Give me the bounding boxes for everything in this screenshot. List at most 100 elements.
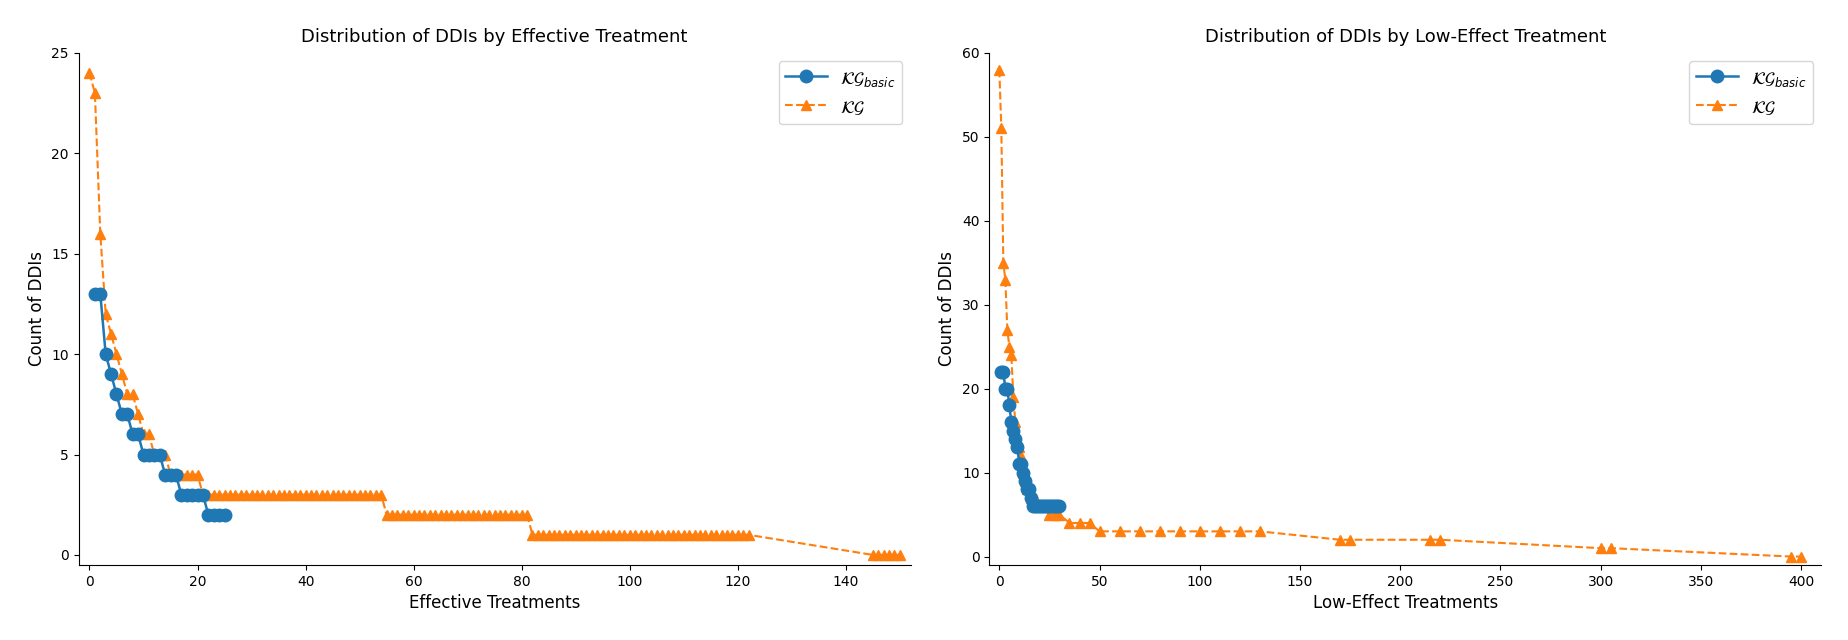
$\mathcal{KG}$ bbox=[440, 511, 462, 518]
Legend: $\mathcal{KG}_{basic}$, $\mathcal{KG}$: $\mathcal{KG}_{basic}$, $\mathcal{KG}$ bbox=[778, 61, 902, 124]
$\mathcal{KG}$ bbox=[1599, 544, 1621, 552]
$\mathcal{KG}_{basic}$ bbox=[1009, 460, 1031, 468]
$\mathcal{KG}$ bbox=[1127, 527, 1149, 535]
$\mathcal{KG}$ bbox=[998, 343, 1020, 351]
$\mathcal{KG}$ bbox=[992, 259, 1015, 267]
$\mathcal{KG}$ bbox=[684, 531, 706, 539]
$\mathcal{KG}$ bbox=[1077, 519, 1100, 527]
$\mathcal{KG}_{basic}$ bbox=[1005, 444, 1027, 451]
$\mathcal{KG}_{basic}$ bbox=[203, 511, 225, 518]
$\mathcal{KG}$ bbox=[1015, 477, 1037, 485]
$\mathcal{KG}_{basic}$ bbox=[133, 451, 155, 458]
$\mathcal{KG}_{basic}$ bbox=[153, 471, 176, 479]
$\mathcal{KG}$ bbox=[1168, 527, 1190, 535]
$\mathcal{KG}_{basic}$ bbox=[209, 511, 231, 518]
$\mathcal{KG}$ bbox=[1780, 553, 1802, 561]
$\mathcal{KG}_{basic}$ bbox=[1031, 502, 1053, 510]
$\mathcal{KG}$ bbox=[1007, 444, 1029, 451]
$\mathcal{KG}_{basic}$ bbox=[1002, 427, 1024, 435]
Line: $\mathcal{KG}$: $\mathcal{KG}$ bbox=[994, 65, 1805, 561]
$\mathcal{KG}_{basic}$ bbox=[996, 385, 1018, 392]
$\mathcal{KG}$ bbox=[1024, 494, 1046, 502]
$\mathcal{KG}_{basic}$ bbox=[991, 368, 1013, 376]
$\mathcal{KG}_{basic}$ bbox=[1033, 502, 1055, 510]
Line: $\mathcal{KG}$: $\mathcal{KG}$ bbox=[85, 68, 904, 560]
$\mathcal{KG}_{basic}$ bbox=[139, 451, 161, 458]
X-axis label: Effective Treatments: Effective Treatments bbox=[408, 594, 580, 612]
$\mathcal{KG}_{basic}$ bbox=[1007, 460, 1029, 468]
$\mathcal{KG}_{basic}$ bbox=[128, 431, 150, 438]
$\mathcal{KG}$ bbox=[1247, 527, 1270, 535]
$\mathcal{KG}$ bbox=[1044, 511, 1066, 518]
$\mathcal{KG}_{basic}$ bbox=[1024, 502, 1046, 510]
$\mathcal{KG}_{basic}$ bbox=[111, 410, 133, 418]
$\mathcal{KG}_{basic}$ bbox=[1016, 486, 1039, 493]
$\mathcal{KG}$ bbox=[987, 66, 1009, 74]
$\mathcal{KG}$ bbox=[1011, 468, 1033, 476]
$\mathcal{KG}_{basic}$ bbox=[1040, 502, 1063, 510]
$\mathcal{KG}$ bbox=[991, 125, 1013, 132]
$\mathcal{KG}_{basic}$ bbox=[1026, 502, 1048, 510]
$\mathcal{KG}$ bbox=[1020, 494, 1042, 502]
$\mathcal{KG}$ bbox=[889, 551, 911, 559]
Legend: $\mathcal{KG}_{basic}$, $\mathcal{KG}$: $\mathcal{KG}_{basic}$, $\mathcal{KG}$ bbox=[1689, 61, 1811, 124]
$\mathcal{KG}_{basic}$ bbox=[105, 390, 128, 398]
$\mathcal{KG}_{basic}$ bbox=[1015, 477, 1037, 485]
$\mathcal{KG}$ bbox=[1419, 536, 1441, 543]
$\mathcal{KG}_{basic}$ bbox=[1003, 435, 1026, 443]
$\mathcal{KG}_{basic}$ bbox=[1046, 502, 1068, 510]
$\mathcal{KG}_{basic}$ bbox=[116, 410, 139, 418]
$\mathcal{KG}_{basic}$ bbox=[148, 451, 170, 458]
$\mathcal{KG}_{basic}$ bbox=[187, 491, 209, 499]
$\mathcal{KG}_{basic}$ bbox=[1048, 502, 1070, 510]
$\mathcal{KG}_{basic}$ bbox=[994, 385, 1016, 392]
$\mathcal{KG}$ bbox=[1031, 502, 1053, 510]
$\mathcal{KG}_{basic}$ bbox=[998, 402, 1020, 410]
$\mathcal{KG}$ bbox=[1229, 527, 1251, 535]
Line: $\mathcal{KG}_{basic}$: $\mathcal{KG}_{basic}$ bbox=[89, 287, 231, 521]
$\mathcal{KG}_{basic}$ bbox=[164, 471, 187, 479]
$\mathcal{KG}$ bbox=[1009, 452, 1031, 460]
$\mathcal{KG}_{basic}$ bbox=[1000, 419, 1022, 426]
$\mathcal{KG}_{basic}$ bbox=[142, 451, 164, 458]
$\mathcal{KG}_{basic}$ bbox=[1035, 502, 1057, 510]
$\mathcal{KG}_{basic}$ bbox=[1027, 502, 1050, 510]
$\mathcal{KG}_{basic}$ bbox=[192, 491, 214, 499]
$\mathcal{KG}$ bbox=[1068, 519, 1090, 527]
$\mathcal{KG}_{basic}$ bbox=[170, 491, 192, 499]
$\mathcal{KG}$ bbox=[1005, 435, 1027, 443]
$\mathcal{KG}$ bbox=[1209, 527, 1231, 535]
$\mathcal{KG}$ bbox=[1022, 494, 1044, 502]
Y-axis label: Count of DDIs: Count of DDIs bbox=[28, 252, 46, 367]
$\mathcal{KG}_{basic}$ bbox=[198, 511, 220, 518]
$\mathcal{KG}_{basic}$ bbox=[1039, 502, 1061, 510]
$\mathcal{KG}$ bbox=[1039, 511, 1061, 518]
$\mathcal{KG}$ bbox=[1789, 553, 1811, 561]
$\mathcal{KG}_{basic}$ bbox=[100, 371, 122, 378]
$\mathcal{KG}$ bbox=[1026, 502, 1048, 510]
$\mathcal{KG}$ bbox=[1048, 511, 1070, 518]
$\mathcal{KG}_{basic}$ bbox=[1022, 502, 1044, 510]
$\mathcal{KG}$ bbox=[994, 276, 1016, 284]
$\mathcal{KG}_{basic}$ bbox=[1042, 502, 1064, 510]
$\mathcal{KG}$ bbox=[1338, 536, 1360, 543]
$\mathcal{KG}$ bbox=[1109, 527, 1131, 535]
$\mathcal{KG}$ bbox=[1003, 419, 1026, 426]
$\mathcal{KG}$ bbox=[1002, 393, 1024, 401]
$\mathcal{KG}$ bbox=[861, 551, 883, 559]
$\mathcal{KG}_{basic}$ bbox=[122, 431, 144, 438]
$\mathcal{KG}$ bbox=[1027, 502, 1050, 510]
$\mathcal{KG}_{basic}$ bbox=[89, 290, 111, 298]
$\mathcal{KG}_{basic}$ bbox=[1044, 502, 1066, 510]
$\mathcal{KG}_{basic}$ bbox=[992, 368, 1015, 376]
$\mathcal{KG}$ bbox=[488, 511, 510, 518]
$\mathcal{KG}$ bbox=[78, 69, 100, 77]
Title: Distribution of DDIs by Low-Effect Treatment: Distribution of DDIs by Low-Effect Treat… bbox=[1203, 28, 1606, 46]
Y-axis label: Count of DDIs: Count of DDIs bbox=[939, 252, 955, 367]
$\mathcal{KG}_{basic}$ bbox=[1018, 486, 1040, 493]
$\mathcal{KG}$ bbox=[1589, 544, 1611, 552]
Title: Distribution of DDIs by Effective Treatment: Distribution of DDIs by Effective Treatm… bbox=[301, 28, 687, 46]
$\mathcal{KG}$ bbox=[1018, 486, 1040, 493]
$\mathcal{KG}$ bbox=[623, 531, 645, 539]
$\mathcal{KG}_{basic}$ bbox=[1020, 494, 1042, 502]
